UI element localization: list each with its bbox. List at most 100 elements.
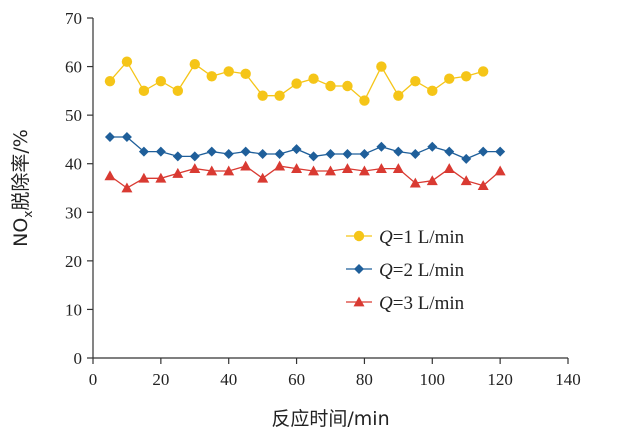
data-point [308, 165, 320, 176]
plot-area: 0 20 40 60 80 100 120 140 0 10 20 30 40 50 60 70 [65, 9, 581, 389]
data-point [240, 160, 252, 171]
data-point [138, 85, 150, 97]
data-point [104, 170, 116, 181]
data-point [206, 165, 218, 176]
data-point [477, 66, 489, 77]
data-point [308, 151, 319, 162]
data-point [189, 163, 201, 173]
data-point [444, 73, 455, 84]
data-point [240, 68, 251, 80]
data-point [325, 80, 336, 92]
series-2 [104, 132, 506, 164]
legend-label-value: =1 L/min [393, 227, 465, 248]
data-point [376, 61, 387, 72]
y-tick-label: 30 [65, 203, 82, 222]
data-point [393, 146, 404, 157]
data-point [443, 163, 455, 173]
series-line [110, 136, 501, 160]
data-point [342, 80, 353, 92]
data-point [223, 149, 234, 159]
y-ticks: 0 10 20 30 40 50 60 70 [65, 9, 93, 368]
data-point [155, 146, 166, 157]
data-point [257, 90, 268, 101]
data-point [308, 73, 319, 84]
data-point [461, 71, 472, 82]
y-tick-label: 0 [74, 349, 83, 368]
data-point [426, 175, 438, 186]
y-axis-title-subscript: x [21, 211, 35, 218]
data-point [359, 95, 370, 106]
data-point [121, 132, 132, 142]
data-point [104, 75, 116, 87]
data-point [495, 146, 506, 157]
data-point [409, 177, 421, 188]
legend-label: Q=1 L/min [379, 227, 465, 248]
y-tick-label: 20 [65, 252, 82, 271]
data-point [427, 141, 438, 152]
data-point [477, 180, 489, 190]
legend-item-1: Q=1 L/min [346, 227, 465, 248]
x-tick-label: 100 [420, 370, 446, 389]
data-point [494, 165, 506, 176]
series-line [109, 165, 501, 189]
x-tick-label: 0 [89, 370, 98, 389]
y-tick-label: 60 [65, 58, 82, 77]
data-point [392, 163, 404, 173]
y-axis-title-main: NO [10, 218, 32, 247]
x-ticks: 0 20 40 60 80 100 120 140 [89, 358, 581, 389]
data-point [172, 151, 183, 162]
data-point [274, 90, 285, 101]
x-tick-label: 40 [220, 370, 237, 389]
y-tick-label: 40 [65, 155, 82, 174]
legend-item-2: Q=2 L/min [346, 260, 465, 281]
data-point [461, 153, 472, 164]
legend-label-variable: Q [379, 260, 393, 281]
data-point [444, 146, 455, 157]
data-point [410, 149, 421, 159]
data-point [325, 165, 336, 176]
data-point [223, 66, 234, 77]
legend-label-value: =3 L/min [393, 293, 465, 314]
series-3 [104, 160, 506, 193]
data-point [206, 146, 217, 157]
x-tick-label: 120 [487, 370, 513, 389]
data-point [410, 75, 421, 87]
data-point [104, 132, 115, 142]
data-point [291, 144, 302, 155]
data-point [274, 149, 285, 159]
legend-marker [353, 296, 365, 307]
data-point [138, 146, 149, 157]
data-point [478, 146, 489, 157]
data-point [257, 172, 269, 183]
data-point [240, 146, 251, 157]
data-point [155, 75, 167, 87]
data-point [376, 141, 387, 152]
y-axis-title-rest: 脱除率/% [10, 129, 32, 210]
legend-label-variable: Q [379, 293, 393, 314]
data-point [375, 163, 387, 173]
data-point [172, 85, 184, 97]
legend-label: Q=2 L/min [379, 260, 465, 281]
series-1 [104, 56, 489, 106]
data-point [427, 85, 438, 97]
data-point [121, 56, 133, 67]
data-point [460, 175, 472, 186]
x-tick-label: 80 [356, 370, 373, 389]
x-tick-label: 140 [555, 370, 581, 389]
y-axis-title: NOx脱除率/% [10, 129, 35, 247]
data-point [189, 58, 200, 70]
data-point [223, 165, 235, 176]
data-point [172, 167, 184, 178]
data-point [342, 149, 353, 159]
data-point [393, 90, 404, 101]
y-tick-label: 10 [65, 300, 82, 319]
data-point [257, 149, 268, 159]
data-point [206, 71, 217, 82]
data-point [358, 165, 370, 176]
data-point [291, 163, 303, 173]
x-tick-label: 60 [288, 370, 305, 389]
data-point [121, 182, 133, 193]
legend-label: Q=3 L/min [379, 293, 465, 314]
